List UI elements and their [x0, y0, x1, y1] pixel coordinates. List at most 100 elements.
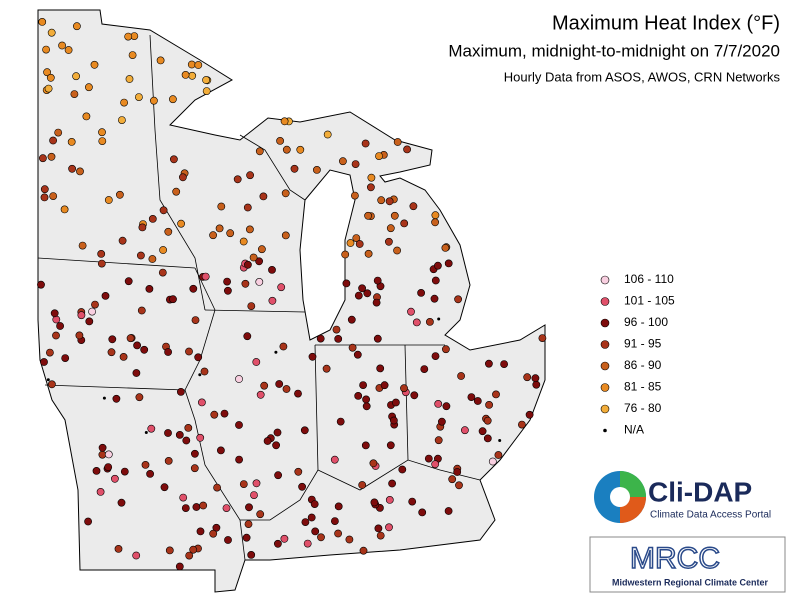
station-dot	[346, 239, 355, 247]
legend-swatch	[600, 340, 610, 349]
station-dot	[42, 45, 50, 54]
station-dot	[169, 155, 178, 164]
station-dot	[384, 237, 393, 246]
station-dot	[82, 112, 91, 121]
station-dot	[190, 449, 199, 458]
logo-frame	[589, 536, 786, 593]
station-dot	[104, 196, 113, 204]
station-dot	[257, 245, 266, 254]
station-dot	[46, 378, 50, 382]
station-dot	[276, 136, 284, 145]
station-dot	[425, 317, 434, 326]
station-dot	[441, 345, 450, 354]
station-dot	[209, 231, 217, 240]
station-dot	[430, 294, 439, 303]
station-dot	[393, 246, 401, 255]
station-dot	[347, 315, 356, 324]
station-dot	[194, 61, 203, 69]
station-dot	[256, 390, 265, 399]
legend-swatch	[600, 318, 610, 328]
station-dot	[158, 268, 167, 277]
station-dot	[350, 191, 359, 200]
station-dot	[196, 433, 205, 442]
station-dot	[249, 253, 258, 262]
station-dot	[431, 218, 439, 227]
station-dot	[518, 420, 526, 429]
station-dot	[189, 284, 198, 293]
stations	[37, 17, 547, 571]
station-dot	[275, 380, 284, 388]
station-dot	[400, 384, 408, 393]
station-dot	[177, 219, 185, 228]
station-dot	[252, 358, 261, 366]
legend-label: 81 - 85	[624, 380, 662, 394]
station-dot	[531, 374, 540, 383]
station-dot	[352, 234, 361, 242]
station-dot	[255, 147, 264, 156]
station-dot	[52, 331, 60, 340]
station-dot	[156, 56, 165, 65]
station-dot	[359, 381, 367, 389]
station-dot	[437, 417, 446, 426]
station-dot	[188, 71, 197, 80]
station-dot	[484, 359, 493, 368]
station-dot	[118, 236, 127, 245]
station-dot	[44, 84, 53, 93]
station-dot	[478, 427, 487, 436]
station-dot	[243, 332, 252, 341]
station-dot	[38, 17, 47, 26]
station-dot	[137, 306, 146, 315]
station-dot	[311, 527, 320, 536]
station-dot	[372, 298, 381, 307]
station-dot	[90, 60, 99, 69]
station-dot	[189, 545, 198, 554]
station-dot	[294, 389, 302, 398]
station-dot	[46, 73, 55, 82]
legend-label: 86 - 90	[624, 358, 662, 372]
station-dot	[367, 173, 376, 182]
station-dot	[184, 423, 193, 432]
station-dot	[455, 481, 463, 490]
station-dot	[523, 373, 532, 382]
station-dot	[98, 443, 107, 452]
station-dot	[281, 231, 290, 240]
station-dot	[303, 539, 312, 548]
station-dot	[332, 325, 341, 334]
station-dot	[191, 316, 200, 324]
legend-label: 76 - 80	[624, 401, 662, 415]
station-dot	[393, 138, 402, 146]
station-dot	[386, 441, 395, 450]
legend-label: 101 - 105	[624, 294, 675, 308]
station-dot	[410, 391, 419, 400]
station-dot	[190, 464, 199, 473]
station-dot	[348, 343, 357, 352]
station-dot	[341, 250, 350, 259]
station-dot	[96, 487, 105, 496]
station-dot	[175, 562, 184, 571]
station-dot	[358, 284, 366, 293]
station-dot	[334, 502, 343, 511]
station-dot	[412, 318, 421, 327]
station-dot	[488, 457, 497, 466]
station-dot	[362, 395, 370, 404]
station-dot	[135, 393, 144, 402]
station-dot	[274, 350, 278, 354]
station-dot	[107, 348, 116, 357]
logo-tagline: Climate Data Access Portal	[650, 510, 771, 521]
station-dot	[216, 446, 225, 455]
station-dot	[146, 469, 154, 478]
station-dot	[85, 83, 93, 92]
station-dot	[373, 276, 382, 285]
station-dot	[165, 546, 174, 555]
station-dot	[273, 539, 282, 548]
station-dot	[391, 398, 400, 407]
station-dot	[148, 255, 157, 263]
station-dot	[40, 193, 49, 202]
station-dot	[217, 202, 226, 211]
title: Maximum Heat Index (°F)	[552, 12, 780, 34]
station-dot	[388, 479, 396, 488]
station-dot	[128, 51, 137, 59]
station-dot	[192, 503, 201, 511]
station-dot	[78, 241, 87, 250]
